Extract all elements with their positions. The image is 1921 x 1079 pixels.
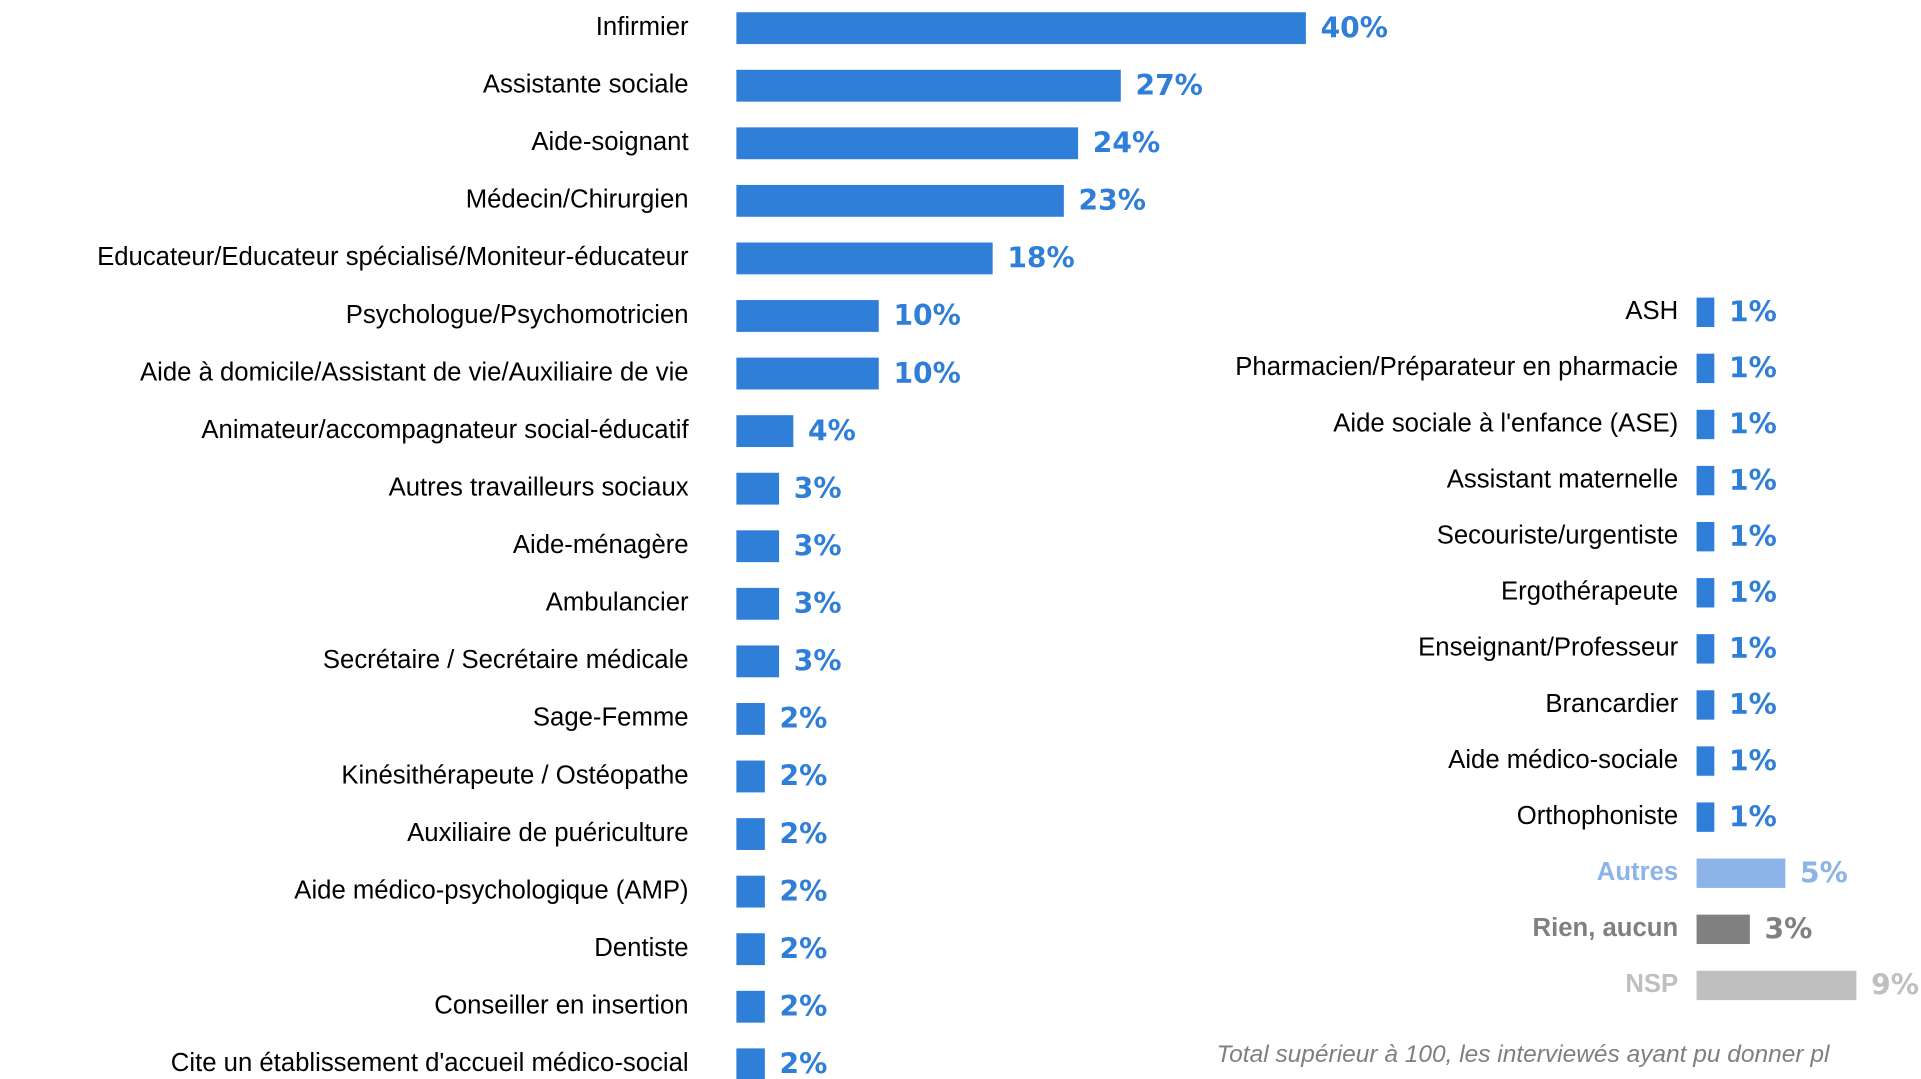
value-label: 1% bbox=[1729, 520, 1777, 553]
value-label: 1% bbox=[1729, 744, 1777, 777]
value-label: 1% bbox=[1729, 408, 1777, 441]
value-label: 40% bbox=[1321, 11, 1388, 44]
category-label: Orthophoniste bbox=[1517, 802, 1678, 830]
bar bbox=[736, 990, 765, 1023]
value-label: 3% bbox=[1765, 913, 1813, 946]
category-label: Assistant maternelle bbox=[1447, 465, 1678, 493]
bar bbox=[1696, 634, 1715, 664]
bar bbox=[736, 703, 765, 735]
value-label: 1% bbox=[1729, 800, 1777, 833]
value-label: 10% bbox=[893, 299, 960, 332]
value-label: 3% bbox=[794, 529, 842, 562]
bar bbox=[1696, 746, 1715, 776]
category-label: Enseignant/Professeur bbox=[1418, 634, 1678, 662]
bar bbox=[1696, 914, 1750, 945]
value-label: 9% bbox=[1871, 969, 1919, 1002]
bar bbox=[1696, 858, 1786, 888]
category-label: Psychologue/Psychomotricien bbox=[346, 301, 689, 329]
value-label: 3% bbox=[794, 587, 842, 620]
category-label: Aide-soignant bbox=[531, 128, 688, 156]
bar bbox=[1696, 409, 1715, 440]
bar bbox=[736, 69, 1121, 102]
bar bbox=[736, 357, 879, 390]
value-label: 2% bbox=[780, 875, 828, 908]
bar bbox=[736, 875, 765, 908]
bar bbox=[736, 127, 1079, 160]
category-label: Pharmacien/Préparateur en pharmacie bbox=[1235, 353, 1678, 381]
category-label: Animateur/accompagnateur social-éducatif bbox=[201, 416, 689, 444]
category-label: Rien, aucun bbox=[1533, 914, 1679, 942]
category-label: ASH bbox=[1625, 297, 1678, 325]
value-label: 2% bbox=[780, 932, 828, 965]
bar bbox=[1696, 465, 1715, 496]
category-label: Aide médico-sociale bbox=[1448, 746, 1678, 774]
value-label: 1% bbox=[1729, 464, 1777, 497]
category-label: Aide-ménagère bbox=[513, 531, 689, 559]
value-label: 27% bbox=[1135, 69, 1202, 102]
bar bbox=[736, 818, 765, 850]
value-label: 23% bbox=[1079, 184, 1146, 217]
bar bbox=[1696, 970, 1857, 1001]
bar bbox=[1696, 690, 1715, 720]
value-label: 4% bbox=[808, 414, 856, 447]
category-label: Infirmier bbox=[596, 13, 689, 41]
bar bbox=[736, 184, 1064, 217]
bar bbox=[736, 300, 879, 332]
bar bbox=[736, 1048, 765, 1079]
value-label: 24% bbox=[1093, 127, 1160, 160]
bar bbox=[736, 933, 765, 966]
category-label: Aide à domicile/Assistant de vie/Auxilia… bbox=[140, 358, 689, 386]
category-label: Conseiller en insertion bbox=[434, 992, 688, 1020]
category-label: Secrétaire / Secrétaire médicale bbox=[323, 646, 689, 674]
category-label: Ergothérapeute bbox=[1501, 578, 1678, 606]
bar bbox=[736, 645, 780, 678]
value-label: 1% bbox=[1729, 352, 1777, 385]
bar bbox=[1696, 297, 1715, 328]
category-label: Brancardier bbox=[1545, 690, 1678, 718]
category-label: Auxiliaire de puériculture bbox=[407, 819, 688, 847]
value-label: 2% bbox=[780, 702, 828, 735]
value-label: 1% bbox=[1729, 632, 1777, 665]
bar bbox=[1696, 802, 1715, 832]
value-label: 3% bbox=[794, 645, 842, 678]
value-label: 5% bbox=[1800, 856, 1848, 889]
bar bbox=[736, 760, 765, 793]
value-label: 3% bbox=[794, 472, 842, 505]
category-label: Aide médico-psychologique (AMP) bbox=[294, 876, 688, 904]
value-label: 2% bbox=[780, 817, 828, 850]
category-label: Educateur/Educateur spécialisé/Moniteur-… bbox=[97, 243, 689, 271]
category-label: Assistante sociale bbox=[483, 71, 689, 99]
bar bbox=[736, 415, 794, 448]
bar bbox=[1696, 578, 1715, 608]
bar bbox=[736, 12, 1306, 45]
category-label: Médecin/Chirurgien bbox=[466, 186, 689, 214]
bar bbox=[736, 530, 780, 563]
category-label: Aide sociale à l'enfance (ASE) bbox=[1333, 409, 1678, 437]
value-label: 1% bbox=[1729, 296, 1777, 329]
bar bbox=[1696, 353, 1715, 384]
footnote: Total supérieur à 100, les interviewés a… bbox=[1216, 1041, 1830, 1068]
category-label: Cite un établissement d'accueil médico-s… bbox=[171, 1049, 689, 1077]
category-label: Autres bbox=[1597, 858, 1678, 886]
bar bbox=[736, 472, 780, 505]
value-label: 2% bbox=[780, 760, 828, 793]
value-label: 1% bbox=[1729, 576, 1777, 609]
category-label: Secouriste/urgentiste bbox=[1437, 521, 1678, 549]
bar bbox=[736, 242, 993, 275]
value-label: 2% bbox=[780, 990, 828, 1023]
category-label: Sage-Femme bbox=[533, 704, 689, 732]
bar bbox=[1696, 521, 1715, 552]
value-label: 1% bbox=[1729, 688, 1777, 721]
category-label: Autres travailleurs sociaux bbox=[389, 473, 689, 501]
value-label: 2% bbox=[780, 1048, 828, 1079]
category-label: Ambulancier bbox=[546, 589, 689, 617]
category-label: Dentiste bbox=[594, 934, 688, 962]
value-label: 10% bbox=[893, 357, 960, 390]
value-label: 18% bbox=[1007, 242, 1074, 275]
category-label: Kinésithérapeute / Ostéopathe bbox=[341, 761, 688, 789]
category-label: NSP bbox=[1625, 970, 1678, 998]
bar bbox=[736, 587, 780, 620]
